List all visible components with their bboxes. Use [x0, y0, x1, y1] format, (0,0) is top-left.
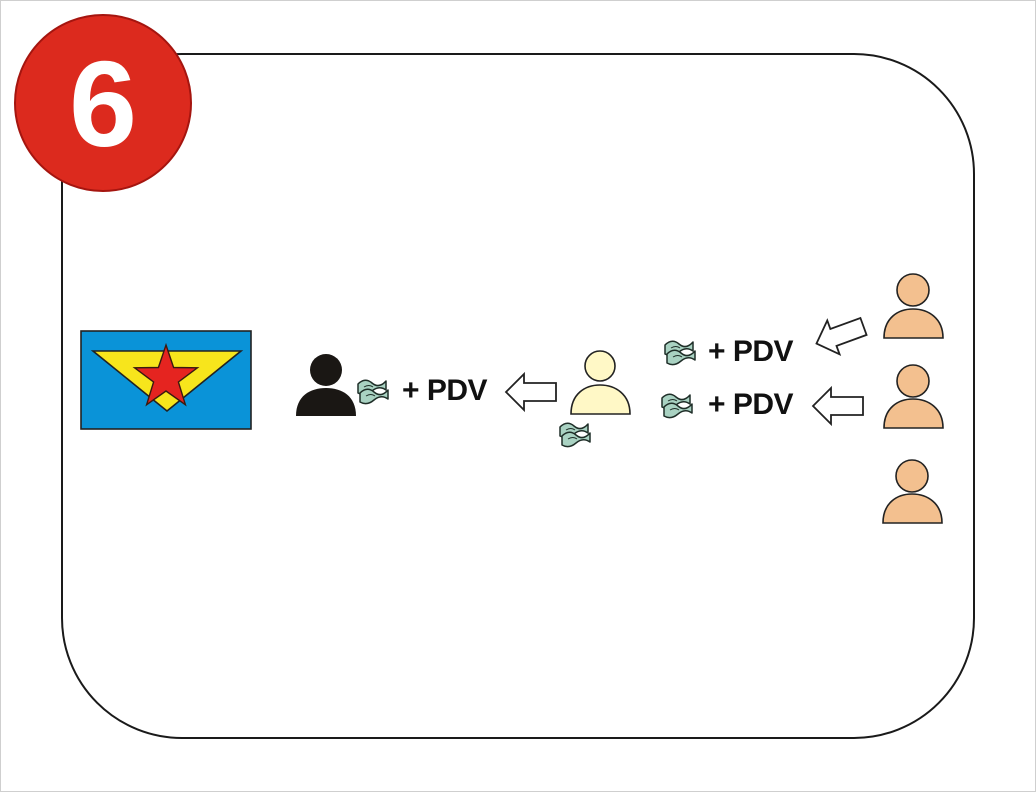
person-body	[570, 384, 631, 415]
person-head	[584, 350, 616, 382]
person-body	[296, 388, 356, 416]
person-body	[883, 398, 944, 429]
person-head	[896, 364, 930, 398]
person-body	[882, 493, 943, 524]
step-badge-circle	[14, 14, 192, 192]
end-person-icon	[882, 459, 943, 524]
state-person-icon	[296, 354, 356, 416]
step-number: 6	[69, 36, 137, 172]
person-head	[896, 273, 930, 307]
person-head	[895, 459, 929, 493]
vat-label: + PDV	[402, 374, 488, 407]
state-emblem-flag-icon	[80, 330, 252, 430]
person-head	[310, 354, 342, 386]
middle-person-icon	[570, 350, 631, 415]
star-icon	[132, 342, 200, 407]
step-badge: 6	[14, 14, 192, 192]
end-person-icon	[883, 364, 944, 429]
end-person-icon	[883, 273, 944, 339]
vat-label: + PDV	[708, 388, 794, 421]
person-body	[883, 308, 944, 339]
vat-label: + PDV	[708, 335, 794, 368]
